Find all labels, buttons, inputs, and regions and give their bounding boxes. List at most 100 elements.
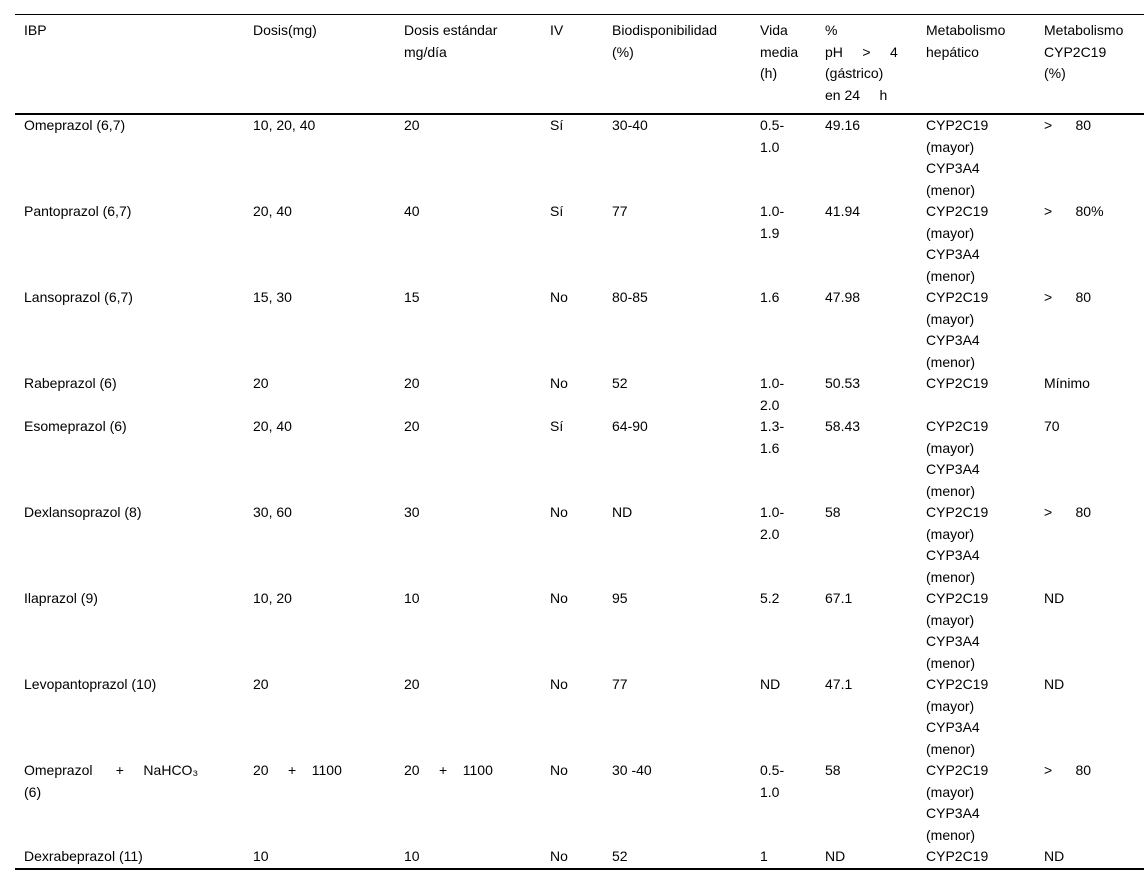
table-cell: 20 [404,418,420,434]
table-cell: > 80 [1044,289,1092,305]
table-cell: ND [760,676,781,692]
table-cell: 15, 30 [253,289,292,305]
table-row: Omeprazol + NaHCO₃ (6) 20 + 1100 20 + 1100… [15,760,1144,846]
column-header: Dosis(mg) [253,14,404,115]
table-cell: 30 [404,504,420,520]
table-cell: 20 [404,375,420,391]
column-header: IV [550,14,612,115]
table-cell: 20 [253,676,269,692]
table-cell: 20 [253,375,269,391]
table-cell: ND [825,848,846,864]
table-row: Pantoprazol (6,7) 20, 40 40 Sí 77 1.0- 1.9 41.… [15,201,1144,287]
table-cell: 50.53 [825,375,861,391]
table-cell: 80-85 [612,289,648,305]
table-cell: Sí [550,418,564,434]
table-cell: > 80 [1044,762,1092,778]
table-cell: Omeprazol + NaHCO₃ (6) [24,762,199,800]
table-cell: 58 [825,762,841,778]
table-cell: No [550,676,568,692]
table-cell: CYP2C19 (mayor) CYP3A4 (menor) [926,289,989,370]
table-cell: Esomeprazol (6) [24,418,127,434]
column-header: Metabolismo hepático [926,14,1044,115]
table-cell: No [550,590,568,606]
table-cell: ND [1044,676,1065,692]
table-cell: 10, 20, 40 [253,117,316,133]
table-cell: 77 [612,676,628,692]
table-cell: > 80 [1044,504,1092,520]
table-cell: 1 [760,848,768,864]
table-cell: Lansoprazol (6,7) [24,289,133,305]
column-header: Biodisponibilidad (%) [612,14,760,115]
table-cell: > 80 [1044,117,1092,133]
table-cell: 58.43 [825,418,861,434]
table-cell: CYP2C19 (mayor) CYP3A4 (menor) [926,504,989,585]
table-cell: Pantoprazol (6,7) [24,203,132,219]
table-cell: No [550,848,568,864]
table-cell: CYP2C19 [926,848,989,864]
column-header: Metabolismo CYP2C19 (%) [1044,14,1144,115]
table-cell: No [550,762,568,778]
table-cell: 47.98 [825,289,861,305]
table-cell: 70 [1044,418,1060,434]
table-cell: 77 [612,203,628,219]
table-cell: 64-90 [612,418,648,434]
table-row: Dexrabeprazol (11) 10 10 No 52 1 ND CYP2C19 ND [15,846,1144,869]
table-cell: CYP2C19 (mayor) CYP3A4 (menor) [926,762,989,843]
table-cell: 10 [253,848,269,864]
table-cell: Sí [550,203,564,219]
table-cell: CYP2C19 (mayor) CYP3A4 (menor) [926,590,989,671]
table-cell: 0.5- 1.0 [760,117,785,155]
table-cell: > 80% [1044,203,1104,219]
table-cell: 5.2 [760,590,780,606]
table-cell: 30-40 [612,117,648,133]
ibp-table-container: IBP Dosis(mg) Dosis estándar mg/día IV Biodi… [15,14,1144,870]
table-row: Esomeprazol (6) 20, 40 20 Sí 64-90 1.3- 1.6 58… [15,416,1144,502]
table-row: Levopantoprazol (10) 20 20 No 77 ND 47.1 CYP2C1… [15,674,1144,760]
table-cell: CYP2C19 [926,375,989,391]
table-row: Ilaprazol (9) 10, 20 10 No 95 5.2 67.1 CYP2C19 … [15,588,1144,674]
table-cell: Sí [550,117,564,133]
table-cell: 20 [404,676,420,692]
table-cell: 20 + 1100 [253,762,342,778]
table-cell: 10 [404,848,420,864]
table-cell: 47.1 [825,676,853,692]
column-header: Vida media (h) [760,14,825,115]
table-cell: 20, 40 [253,418,292,434]
table-row: Dexlansoprazol (8) 30, 60 30 No ND 1.0- 2.0 58… [15,502,1144,588]
table-cell: 95 [612,590,628,606]
ibp-comparison-table: IBP Dosis(mg) Dosis estándar mg/día IV Biodi… [15,14,1144,870]
table-cell: 10, 20 [253,590,292,606]
table-cell: 30 -40 [612,762,652,778]
column-header: % pH > 4 (gástrico) en 24 h [825,14,926,115]
table-cell: 67.1 [825,590,853,606]
table-body: Omeprazol (6,7) 10, 20, 40 20 Sí 30-40 0.5- 1… [15,114,1144,869]
table-cell: 1.3- 1.6 [760,418,785,456]
table-cell: 20, 40 [253,203,292,219]
table-cell: 58 [825,504,841,520]
table-cell: CYP2C19 (mayor) CYP3A4 (menor) [926,117,989,198]
table-cell: CYP2C19 (mayor) CYP3A4 (menor) [926,203,989,284]
table-cell: Rabeprazol (6) [24,375,117,391]
table-cell: No [550,504,568,520]
table-cell: 52 [612,848,628,864]
table-cell: Dexlansoprazol (8) [24,504,142,520]
table-cell: CYP2C19 (mayor) CYP3A4 (menor) [926,676,989,757]
table-cell: 1.0- 2.0 [760,504,785,542]
table-header: IBP Dosis(mg) Dosis estándar mg/día IV Biodi… [15,14,1144,115]
table-cell: No [550,289,568,305]
table-cell: ND [1044,848,1065,864]
table-cell: Dexrabeprazol (11) [24,848,143,864]
table-cell: 20 + 1100 [404,762,493,778]
table-cell: 20 [404,117,420,133]
table-cell: 1.0- 1.9 [760,203,785,241]
table-cell: 15 [404,289,420,305]
table-cell: 52 [612,375,628,391]
table-cell: Mínimo [1044,375,1090,391]
table-cell: ND [612,504,633,520]
table-cell: Omeprazol (6,7) [24,117,126,133]
table-cell: 30, 60 [253,504,292,520]
table-cell: 0.5- 1.0 [760,762,785,800]
table-cell: 41.94 [825,203,861,219]
table-row: Rabeprazol (6) 20 20 No 52 1.0- 2.0 50.53 CYP2C… [15,373,1144,416]
